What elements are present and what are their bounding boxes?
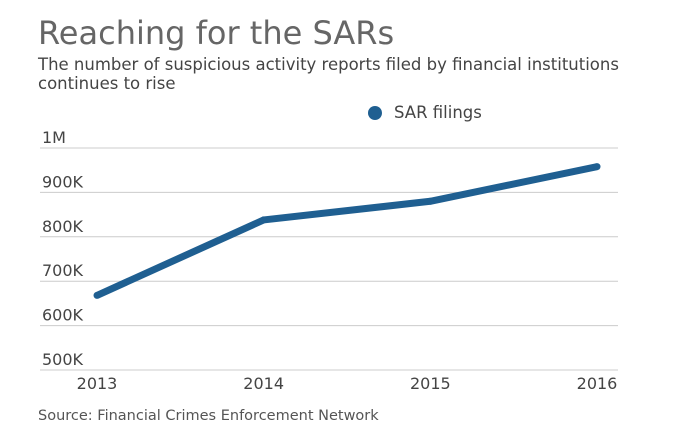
y-tick-label: 1M [42,128,66,147]
x-axis-ticks: 2013 2014 2015 2016 [77,374,618,393]
data-point [593,163,601,171]
x-tick-label: 2013 [77,374,118,393]
data-point [426,197,434,205]
series-line-sar-filings [95,163,598,299]
legend: SAR filings [368,103,482,122]
data-point [93,291,101,299]
source-note: Source: Financial Crimes Enforcement Net… [38,408,379,424]
series-layer [93,163,601,299]
y-tick-label: 900K [42,172,84,191]
legend-marker [368,105,382,120]
data-point [260,216,268,224]
chart-subtitle: The number of suspicious activity report… [38,55,619,93]
chart-title: Reaching for the SARs [38,14,395,52]
y-tick-label: 800K [42,217,84,236]
y-tick-label: 600K [42,306,84,325]
y-axis-ticks: 1M 900K 800K 700K 600K 500K [42,128,84,369]
x-tick-label: 2015 [410,374,451,393]
x-tick-label: 2014 [243,374,284,393]
y-tick-label: 500K [42,350,84,369]
x-tick-label: 2016 [577,374,618,393]
y-tick-label: 700K [42,261,84,280]
legend-label: SAR filings [394,103,482,122]
